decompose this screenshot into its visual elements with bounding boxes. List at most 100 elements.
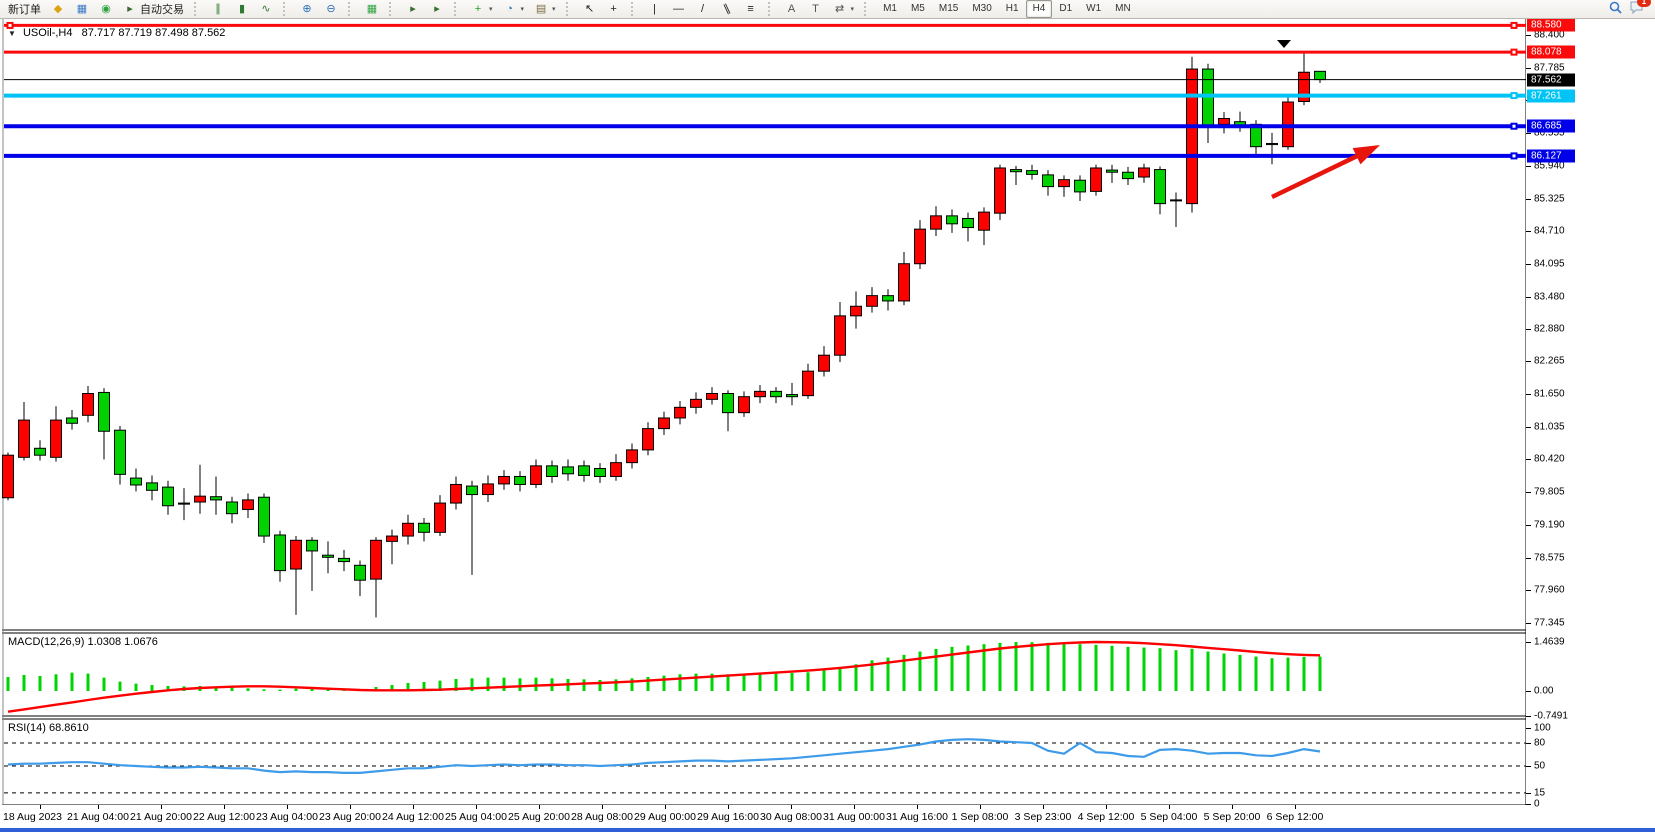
candle-body: [1170, 199, 1182, 202]
timeframe-button-h1[interactable]: H1: [1005, 3, 1019, 14]
chart-area[interactable]: ▼ USOil-,H4 87.717 87.719 87.498 87.562 …: [0, 18, 1655, 832]
bar-chart-button[interactable]: ∥: [206, 1, 230, 18]
tile-windows-icon: ▦: [366, 3, 378, 15]
candle-body: [386, 535, 398, 542]
time-axis-label: 29 Aug 16:00: [697, 811, 759, 823]
line-chart-button[interactable]: ∿: [254, 1, 278, 18]
cursor-button[interactable]: ↖: [578, 1, 602, 18]
price-tick-label: 81.035: [1534, 421, 1565, 433]
zoom-in-button[interactable]: ⊕: [295, 1, 319, 18]
time-axis-label: 29 Aug 00:00: [634, 811, 696, 823]
chart-canvas[interactable]: [0, 18, 1526, 832]
time-axis-label: 18 Aug 2023: [3, 811, 62, 823]
fibonacci-button[interactable]: ≡: [739, 1, 763, 18]
templates-button[interactable]: ▤ ▾: [529, 1, 561, 18]
indicators-icon: +: [474, 3, 482, 15]
timeframe-button-w1[interactable]: W1: [1086, 3, 1102, 14]
chevron-down-icon[interactable]: ▼: [8, 29, 16, 38]
equidistant-channel-button[interactable]: ∥: [715, 1, 739, 18]
price-axis[interactable]: 88.40087.78587.17086.55585.94085.32584.7…: [1526, 18, 1655, 810]
candle-body: [450, 483, 462, 504]
price-tick: [1526, 361, 1531, 363]
indicators-button[interactable]: + ▾: [466, 1, 498, 18]
charts-window-button[interactable]: ▦: [70, 1, 94, 18]
price-tick-label: 82.265: [1534, 355, 1565, 367]
auto-scroll-icon: ▸: [410, 3, 416, 15]
search-icon[interactable]: [1609, 1, 1622, 17]
candle-body: [482, 483, 494, 496]
metaquotes-button[interactable]: ◆: [46, 1, 70, 18]
timeframe-button-m5[interactable]: M5: [910, 3, 925, 14]
timeframe-button-d1[interactable]: D1: [1059, 3, 1073, 14]
dropdown-arrow-icon[interactable]: ▾: [489, 6, 493, 13]
timeframe-group: M1 M5 M15 M30 H1 H4 D1 W1 MN: [873, 0, 1141, 18]
horizontal-line-button[interactable]: —: [667, 1, 691, 18]
toolbar-separator: [864, 2, 871, 16]
chart-shift-button[interactable]: ▸: [425, 1, 449, 18]
vertical-line-button[interactable]: |: [643, 1, 667, 18]
rsi-axis-tick: [1526, 727, 1531, 729]
price-tick: [1526, 67, 1531, 69]
tile-windows-button[interactable]: ▦: [360, 1, 384, 18]
zoom-out-button[interactable]: ⊖: [319, 1, 343, 18]
trendline-button[interactable]: /: [691, 1, 715, 18]
line-chart-icon: ∿: [261, 3, 271, 15]
chart-shift-icon: ▸: [434, 3, 440, 15]
candle-body: [466, 485, 478, 496]
rsi-axis-tick: [1526, 766, 1531, 767]
timeframe-button-h4[interactable]: H4: [1025, 0, 1053, 18]
toolbar-separator: [194, 2, 201, 16]
line-anchor-handle-center: [8, 23, 12, 27]
candle-body: [98, 391, 110, 432]
price-tick: [1526, 35, 1531, 36]
price-tick: [1526, 231, 1531, 233]
time-axis-label: 5 Sep 20:00: [1203, 811, 1261, 823]
candle-body: [578, 465, 590, 476]
timeframe-button-m15[interactable]: M15: [938, 3, 959, 14]
price-tick: [1526, 426, 1531, 428]
price-tick: [1526, 133, 1531, 135]
timeframe-button-m30[interactable]: M30: [972, 3, 992, 14]
time-axis-label: 30 Aug 08:00: [760, 811, 822, 823]
timeframe-button-mn[interactable]: MN: [1115, 3, 1131, 14]
autotrading-button[interactable]: ▸ 自动交易: [118, 1, 189, 18]
line-anchor-handle-center: [1512, 154, 1516, 158]
time-tick: [98, 805, 99, 809]
candle-body: [82, 393, 94, 416]
new-order-button[interactable]: 新订单: [3, 1, 46, 18]
candle-body: [850, 305, 862, 317]
time-axis-label: 6 Sep 12:00: [1266, 811, 1324, 823]
candle-body: [786, 394, 798, 398]
dropdown-arrow-icon[interactable]: ▾: [552, 6, 556, 13]
price-tick: [1526, 459, 1531, 461]
time-tick: [980, 805, 981, 809]
arrow-object-head[interactable]: [1352, 145, 1380, 165]
candle-body: [194, 495, 206, 503]
dropdown-arrow-icon[interactable]: ▾: [520, 6, 525, 13]
arrows-button[interactable]: ⇄ ▾: [828, 1, 860, 18]
periods-button[interactable]: ◔ ▾: [498, 1, 530, 18]
candle-body: [802, 370, 814, 397]
dropdown-arrow-icon[interactable]: ▾: [850, 6, 855, 13]
candle-body: [1090, 167, 1102, 192]
candlestick-chart-button[interactable]: ▮: [230, 1, 254, 18]
candle-body: [354, 564, 366, 581]
arrow-object-shaft[interactable]: [1271, 151, 1363, 200]
text-button[interactable]: A: [780, 1, 804, 18]
price-tick-label: 79.190: [1534, 519, 1565, 531]
price-tick: [1526, 263, 1531, 265]
candle-body: [866, 295, 878, 307]
crosshair-button[interactable]: +: [602, 1, 626, 18]
rsi-axis-label: 80: [1534, 737, 1546, 749]
text-label-button[interactable]: T: [804, 1, 828, 18]
community-button[interactable]: ◉: [94, 1, 118, 18]
time-axis-label: 23 Aug 04:00: [256, 811, 318, 823]
auto-scroll-button[interactable]: ▸: [401, 1, 425, 18]
timeframe-button-m1[interactable]: M1: [883, 3, 897, 14]
candle-body: [66, 417, 78, 424]
notifications-icon[interactable]: 1: [1630, 0, 1651, 17]
time-axis[interactable]: 18 Aug 2023 21 Aug 04:00 21 Aug 20:00 22 Au…: [0, 805, 1526, 829]
toolbar-group-0: ∥ ▮ ∿: [203, 0, 281, 18]
toolbar-group-4: + ▾ ◔ ▾ ▤ ▾: [463, 0, 564, 18]
